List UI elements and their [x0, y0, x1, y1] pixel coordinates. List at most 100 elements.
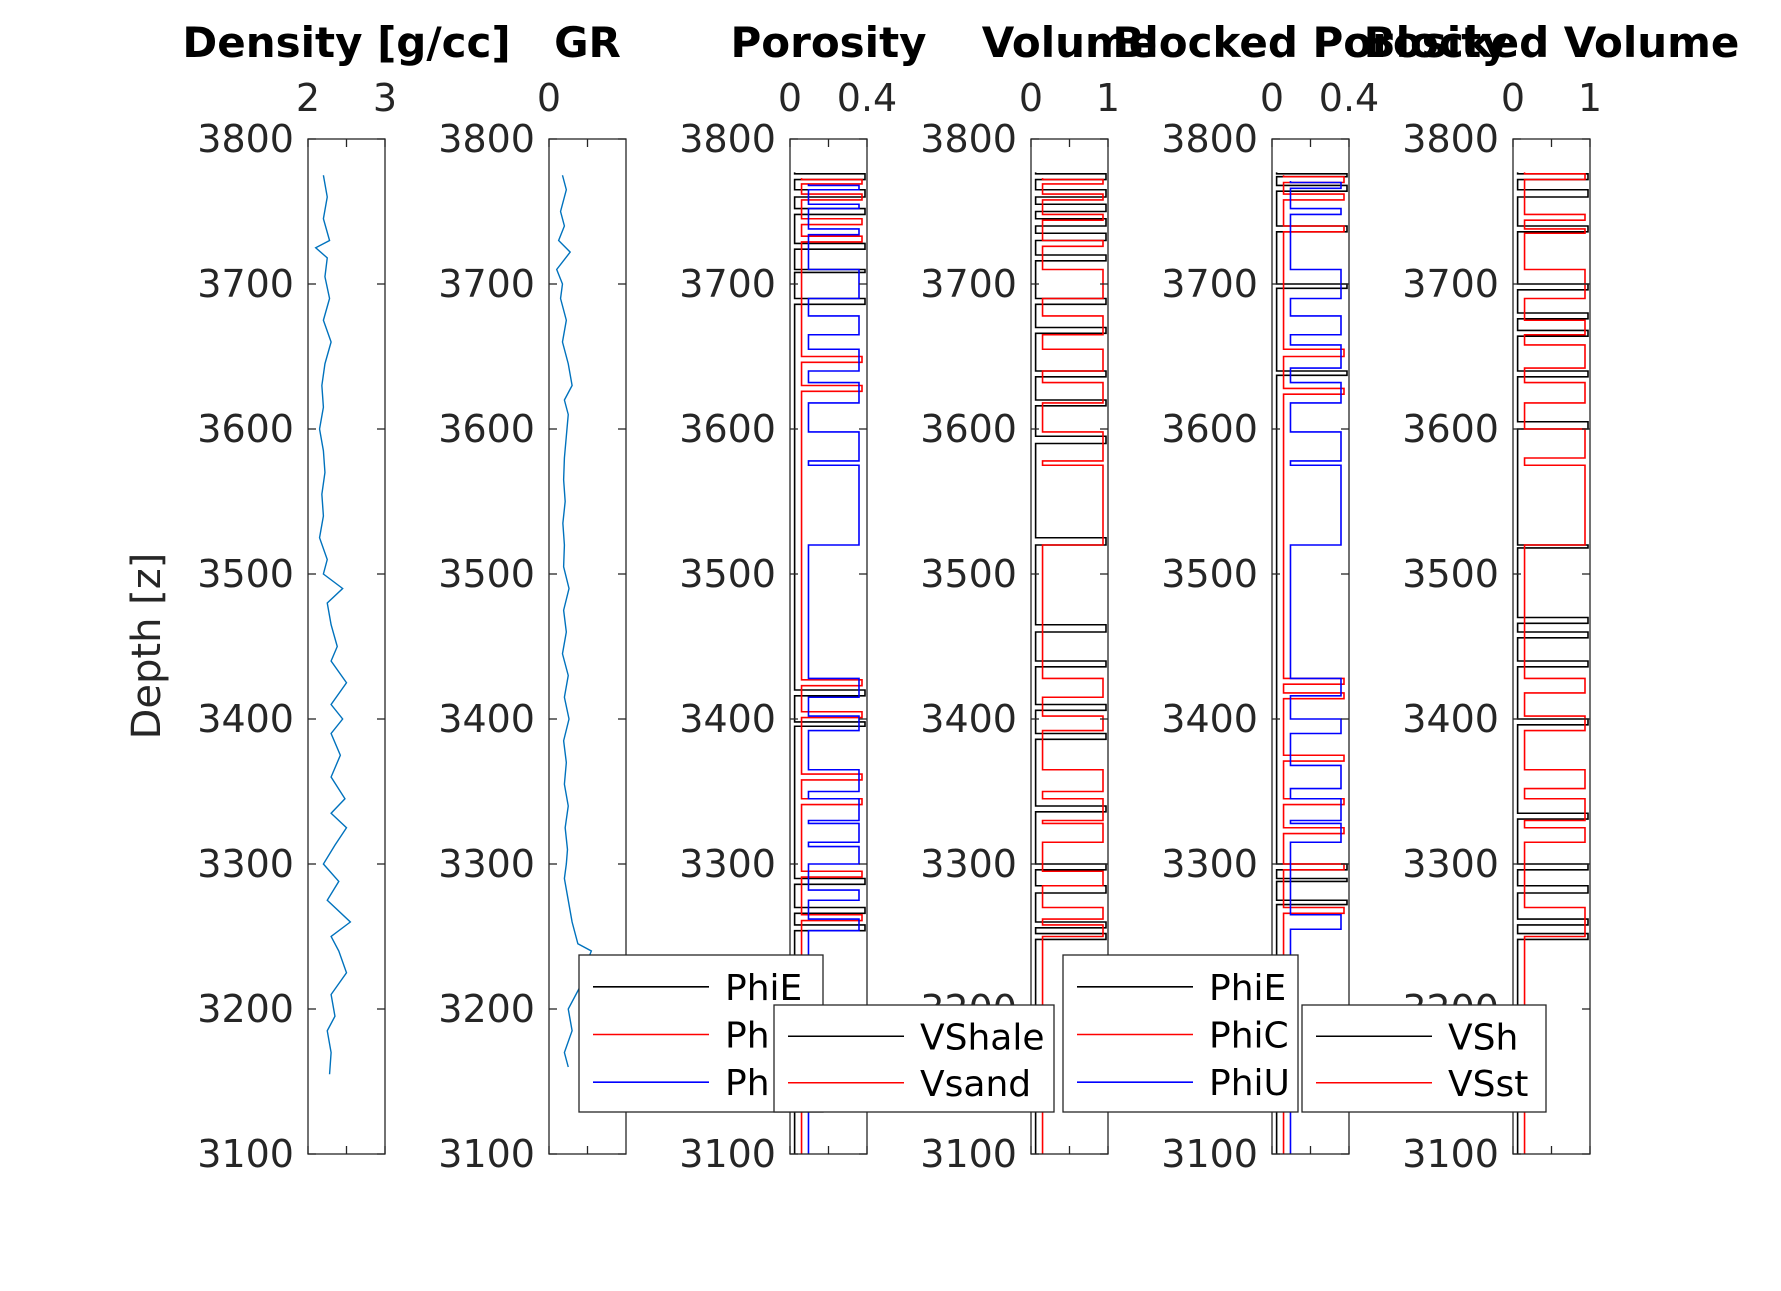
y-tick-label: 3600 [438, 407, 535, 451]
legend-box [1062, 954, 1299, 1113]
track-data [1034, 172, 1107, 1154]
legend-box [773, 1004, 1055, 1113]
x-tick-label: 0.4 [837, 76, 897, 120]
y-tick-label: 3700 [438, 262, 535, 306]
series-ph-line [807, 183, 860, 1154]
x-tick-label: 1 [1578, 76, 1602, 120]
y-tick-label: 3500 [1402, 552, 1499, 596]
legend-box [1301, 1004, 1547, 1113]
y-tick-label: 3100 [1402, 1132, 1499, 1176]
y-tick-label: 3600 [1161, 407, 1258, 451]
y-tick-label: 3700 [1161, 262, 1258, 306]
x-tick-label: 2 [296, 76, 320, 120]
y-tick-label: 3600 [1402, 407, 1499, 451]
y-tick-label: 3700 [197, 262, 294, 306]
y-tick-label: 3500 [438, 552, 535, 596]
y-tick-label: 3600 [920, 407, 1017, 451]
track-3: 3100320033003400350036003700380000.4Poro… [679, 18, 926, 1176]
y-tick-label: 3500 [1161, 552, 1258, 596]
legend-label: Ph [725, 1016, 770, 1057]
y-tick-label: 3100 [438, 1132, 535, 1176]
y-tick-label: 3300 [1161, 842, 1258, 886]
legend-label: VSst [1448, 1064, 1528, 1105]
y-tick-label: 3700 [679, 262, 776, 306]
legend-label: Vsand [920, 1064, 1031, 1105]
y-tick-label: 3500 [920, 552, 1017, 596]
series-vsst-line [1523, 172, 1586, 1154]
legend-label: Ph [725, 1063, 770, 1104]
y-tick-label: 3800 [679, 117, 776, 161]
y-tick-label: 3500 [679, 552, 776, 596]
legend-label: PhiE [725, 968, 802, 1009]
y-tick-label: 3400 [920, 697, 1017, 741]
x-tick-label: 0 [1260, 76, 1284, 120]
legend-label: VSh [1448, 1017, 1518, 1058]
y-tick-label: 3800 [1402, 117, 1499, 161]
track-title: Volume [982, 18, 1158, 67]
y-tick-label: 3100 [920, 1132, 1017, 1176]
y-tick-label: 3300 [679, 842, 776, 886]
y-tick-label: 3400 [679, 697, 776, 741]
series-line [555, 175, 593, 1068]
series-phic-line [1282, 175, 1345, 1154]
y-tick-label: 3400 [1402, 697, 1499, 741]
y-tick-label: 3400 [197, 697, 294, 741]
track-title: Blocked Porosity [1112, 18, 1508, 67]
x-tick-label: 0 [1501, 76, 1525, 120]
axes-box [307, 138, 386, 1155]
legend-label: VShale [920, 1017, 1045, 1058]
y-tick-label: 3600 [197, 407, 294, 451]
y-tick-label: 3200 [197, 987, 294, 1031]
y-tick-label: 3800 [438, 117, 535, 161]
track-title: Blocked Volume [1364, 18, 1740, 67]
y-tick-label: 3500 [197, 552, 294, 596]
y-tick-label: 3800 [920, 117, 1017, 161]
legend-track-4: VShale Vsand [773, 1004, 1055, 1113]
y-tick-label: 3300 [1402, 842, 1499, 886]
y-tick-label: 3800 [1161, 117, 1258, 161]
x-tick-label: 0.4 [1319, 76, 1379, 120]
legend-label: PhiU [1209, 1063, 1290, 1104]
y-tick-label: 3700 [920, 262, 1017, 306]
y-tick-label: 3600 [679, 407, 776, 451]
x-tick-label: 0 [778, 76, 802, 120]
track-6: 3100320033003400350036003700380001Blocke… [1364, 18, 1740, 1176]
track-data [1516, 172, 1589, 1154]
series-phie-line [793, 172, 866, 1154]
track-4: 3100320033003400350036003700380001Volume [920, 18, 1157, 1176]
track-data [314, 175, 352, 1075]
x-tick-label: 0 [537, 76, 561, 120]
track-data [1275, 172, 1348, 1154]
track-title: Porosity [730, 18, 926, 67]
track-title: Density [g/cc] [182, 18, 510, 67]
series-vsh-line [1516, 172, 1589, 1154]
y-tick-label: 3100 [1161, 1132, 1258, 1176]
series-vshale-line [1034, 172, 1107, 1154]
y-tick-label: 3400 [1161, 697, 1258, 741]
legend-track-5: PhiE PhiC PhiU [1062, 954, 1299, 1113]
x-tick-label: 1 [1096, 76, 1120, 120]
x-tick-label: 0 [1019, 76, 1043, 120]
series-phie-line [1275, 172, 1348, 1154]
y-tick-label: 3300 [197, 842, 294, 886]
y-tick-label: 3200 [438, 987, 535, 1031]
series-ph-line [800, 178, 863, 1154]
track-data [555, 175, 593, 1068]
y-tick-label: 3300 [438, 842, 535, 886]
series-vsand-line [1041, 178, 1104, 1154]
legend-label: PhiC [1209, 1016, 1289, 1057]
y-tick-label: 3100 [679, 1132, 776, 1176]
y-tick-label: 3400 [438, 697, 535, 741]
legend-label: PhiE [1209, 968, 1286, 1009]
track-title: GR [554, 18, 621, 67]
y-tick-label: 3300 [920, 842, 1017, 886]
legend-track-6: VSh VSst [1301, 1004, 1547, 1113]
x-tick-label: 3 [373, 76, 397, 120]
y-tick-label: 3100 [197, 1132, 294, 1176]
y-axis-label: Depth [z] [124, 553, 170, 740]
series-phiu-line [1289, 181, 1342, 1154]
y-tick-label: 3700 [1402, 262, 1499, 306]
